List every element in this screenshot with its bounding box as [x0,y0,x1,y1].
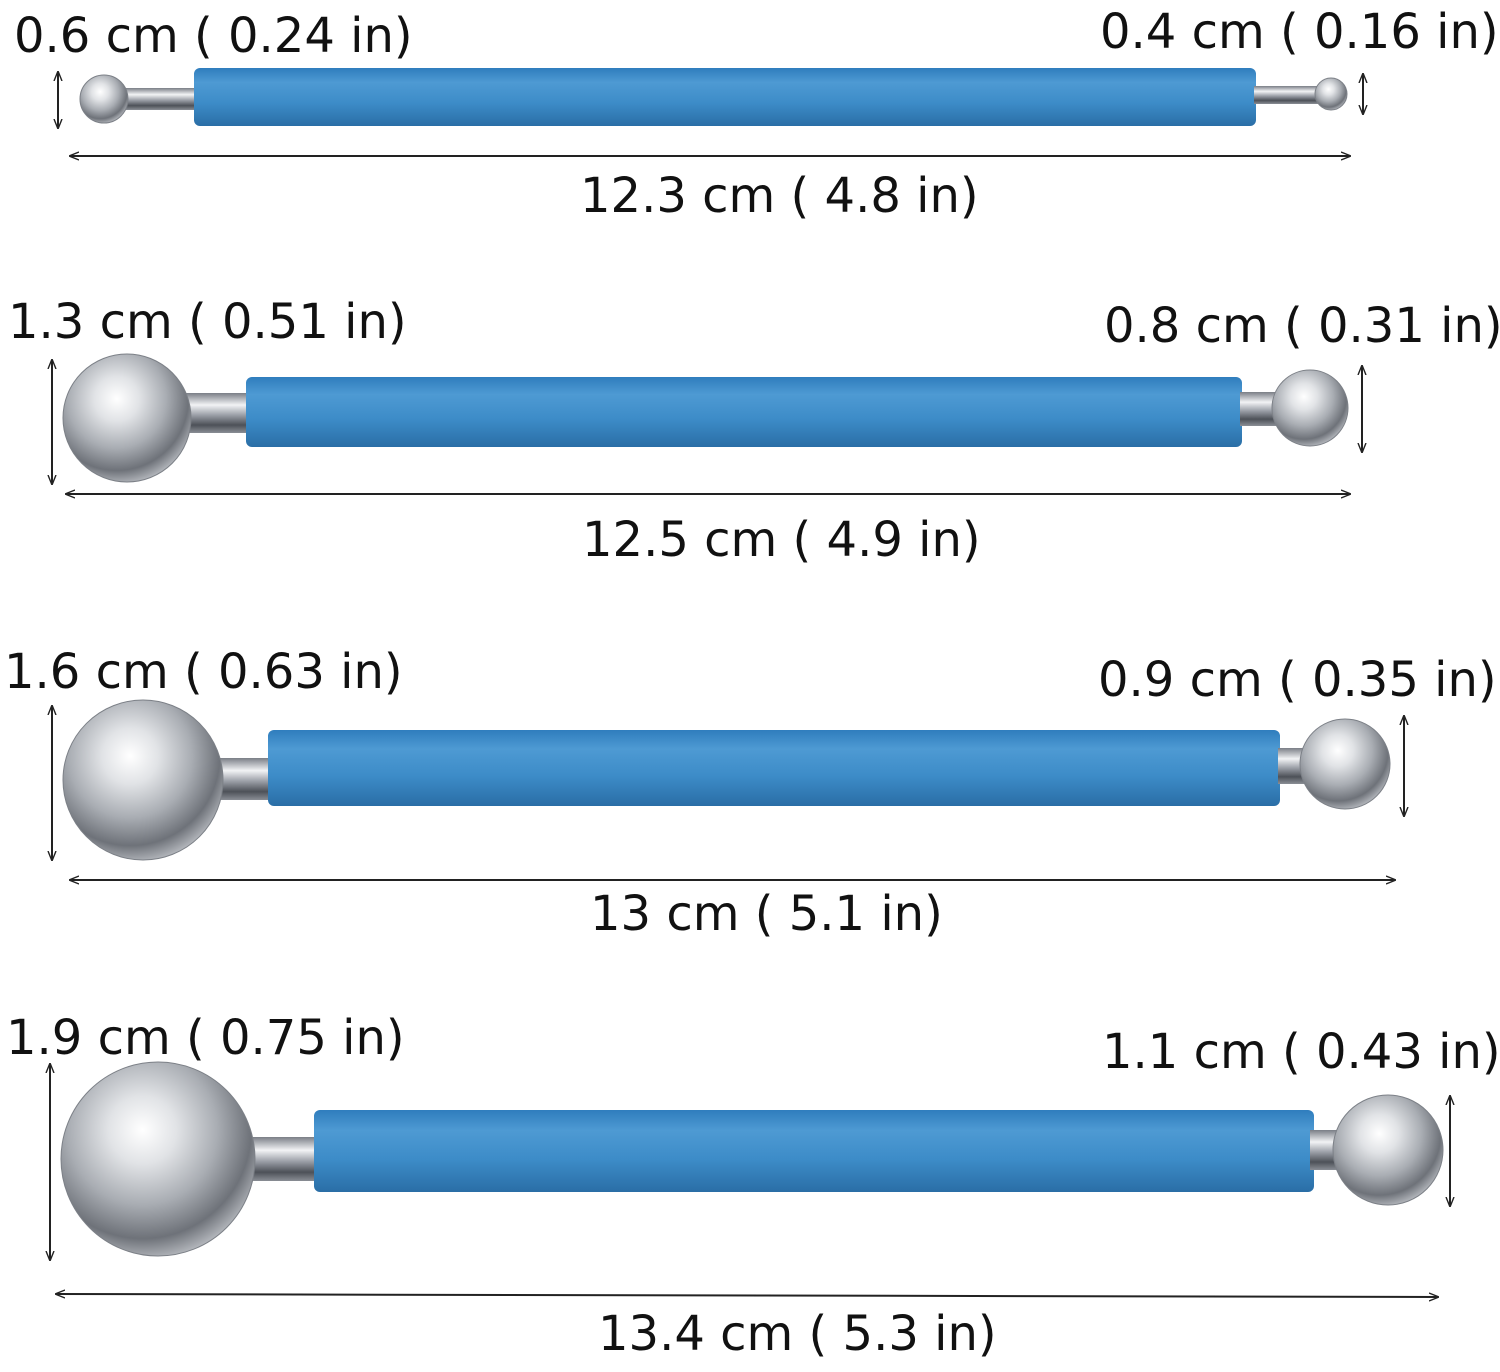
tool-3-left-diameter-label: 1.6 cm ( 0.63 in) [4,644,403,700]
tool-4 [50,1061,1450,1297]
handle [314,1110,1314,1192]
ball-right [1332,1094,1444,1206]
length-arrow [56,1294,1438,1297]
tool-3-right-diameter-label: 0.9 cm ( 0.35 in) [1098,652,1497,708]
tool-1-right-diameter-label: 0.4 cm ( 0.16 in) [1100,4,1499,60]
ball-right [1271,369,1349,447]
tool-1-length-label: 12.3 cm ( 4.8 in) [580,168,979,224]
tool-2-right-diameter-label: 0.8 cm ( 0.31 in) [1104,298,1500,354]
tool-2-left-diameter-label: 1.3 cm ( 0.51 in) [8,294,407,350]
ball-left [60,1061,256,1257]
ball-left [62,699,224,861]
ball-left [62,353,192,483]
tool-4-right-diameter-label: 1.1 cm ( 0.43 in) [1102,1024,1500,1080]
ball-left [79,74,129,124]
tool-2-length-label: 12.5 cm ( 4.9 in) [582,512,981,568]
ball-right [1299,718,1391,810]
tool-2 [52,353,1362,494]
handle [268,730,1280,806]
ferrule-right [1254,86,1318,104]
tool-1-left-diameter-label: 0.6 cm ( 0.24 in) [14,8,413,64]
ball-right [1314,77,1348,111]
tool-3 [52,699,1404,880]
tool-3-length-label: 13 cm ( 5.1 in) [590,886,943,942]
handle [246,377,1242,447]
handle [194,68,1256,126]
ferrule-left [122,88,197,110]
tool-1 [58,68,1363,156]
tool-4-left-diameter-label: 1.9 cm ( 0.75 in) [6,1010,405,1066]
tool-4-length-label: 13.4 cm ( 5.3 in) [598,1306,997,1362]
